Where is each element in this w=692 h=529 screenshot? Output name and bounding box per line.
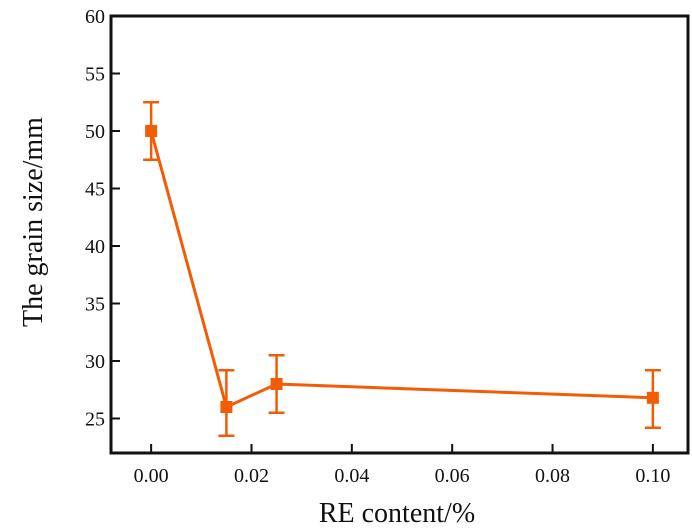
y-tick-label: 30 [85,351,105,373]
plot-frame [109,14,690,455]
x-tick-label: 0.04 [334,465,369,487]
axes [109,14,690,455]
y-tick-label: 45 [85,179,105,201]
y-axis-title: The grain size/mm [18,117,49,327]
y-tick-label: 60 [85,6,105,28]
x-tick-label: 0.00 [134,465,169,487]
series-line [149,130,653,410]
x-axis-title: RE content/% [319,498,475,529]
y-tick-label: 50 [85,121,105,143]
x-tick-label: 0.10 [635,465,670,487]
y-tick-label: 40 [85,236,105,258]
x-tick-label: 0.02 [234,465,269,487]
y-tick-label: 35 [85,294,105,316]
data-point [145,125,158,137]
series-layer [143,101,661,437]
y-tick-label: 25 [85,409,105,431]
y-tick-label: 55 [85,64,105,86]
data-point [646,391,659,404]
data-point [270,378,283,390]
x-tick-label: 0.06 [435,465,470,487]
ticks: 25 30 35 40 45 50 55 60 0.00 0.02 0.04 0.06 0.08 0.10 [85,6,670,487]
x-tick-label: 0.08 [535,465,570,487]
data-point [220,401,233,413]
